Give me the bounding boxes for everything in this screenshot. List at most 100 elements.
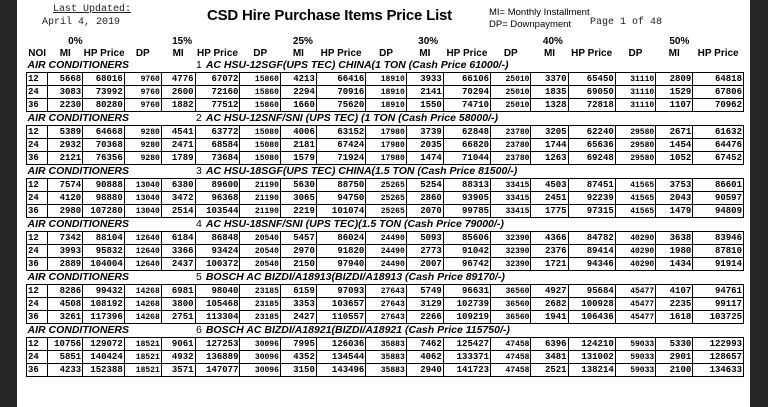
table-cell: 3366 (160, 244, 196, 258)
table-cell: 3993 (47, 244, 84, 258)
table-cell: 4120 (47, 191, 84, 205)
table-cell: 5630 (279, 178, 317, 192)
table-cell: 108192 (82, 297, 125, 311)
column-header: MI (59, 47, 71, 59)
table-cell: 23780 (490, 151, 532, 165)
table-cell: 25265 (365, 204, 407, 218)
table-cell: 2451 (530, 191, 569, 205)
item-category: AIR CONDITIONERS (27, 59, 130, 71)
table-cell: 30096 (239, 337, 281, 351)
table-cell: 1263 (530, 151, 569, 165)
table-cell: 24 (25, 138, 49, 152)
page-number: Page 1 of 48 (590, 17, 663, 28)
table-cell: 12 (25, 125, 49, 139)
table-cell: 136889 (194, 350, 241, 364)
table-cell: 96631 (442, 284, 492, 298)
table-cell: 9760 (123, 72, 162, 86)
table-cell: 33415 (490, 178, 532, 192)
table-cell: 9061 (160, 337, 196, 351)
table-cell: 2007 (405, 257, 444, 271)
table-row: 12 7342 88104 12640 6184 86848 20540 5457 86024 2… (25, 231, 744, 245)
table-cell: 3481 (530, 350, 569, 364)
table-cell: 101074 (315, 204, 367, 218)
table-cell: 6396 (530, 337, 569, 351)
table-cell: 2970 (279, 244, 317, 258)
table-cell: 24490 (365, 231, 407, 245)
table-cell: 12 (25, 178, 49, 192)
table-cell: 67806 (692, 85, 744, 99)
table-cell: 105468 (194, 297, 241, 311)
table-cell: 1980 (655, 244, 694, 258)
table-cell: 24 (25, 297, 49, 311)
table-cell: 1775 (530, 204, 569, 218)
table-cell: 74710 (442, 98, 492, 112)
table-cell: 15860 (239, 85, 281, 99)
column-header: MI (419, 47, 431, 59)
table-cell: 24 (25, 191, 49, 205)
table-cell: 86601 (692, 178, 744, 192)
table-cell: 14268 (123, 284, 162, 298)
table-cell: 25010 (490, 85, 532, 99)
table-cell: 94750 (315, 191, 367, 205)
item-category: AIR CONDITIONERS (27, 218, 130, 230)
table-cell: 31110 (614, 98, 657, 112)
table-cell: 6159 (279, 284, 317, 298)
table-cell: 2100 (655, 363, 694, 377)
table-cell: 100928 (567, 297, 616, 311)
table-cell: 23185 (239, 310, 281, 324)
table-cell: 93424 (194, 244, 241, 258)
table-cell: 3065 (279, 191, 317, 205)
legend-dp: DP= Downpayment (489, 19, 572, 30)
table-row: 12 5668 68016 9760 4776 67072 15860 4213 66416 18… (25, 72, 744, 86)
table-cell: 134544 (315, 350, 367, 364)
table-cell: 1434 (655, 257, 694, 271)
table-cell: 62848 (442, 125, 492, 139)
percent-header: 0% (68, 36, 83, 47)
table-cell: 1479 (655, 204, 694, 218)
table-cell: 96742 (442, 257, 492, 271)
table-cell: 4776 (160, 72, 196, 86)
table-row: 36 2121 76356 9280 1789 73684 15080 1579 71924 17… (25, 151, 744, 165)
table-row: 12 10756 129072 18521 9061 127253 30096 7995 126… (25, 337, 744, 351)
table-cell: 67072 (194, 72, 241, 86)
table-cell: 3150 (279, 363, 317, 377)
table-cell: 15080 (239, 151, 281, 165)
table-cell: 103725 (692, 310, 744, 324)
table-cell: 27643 (365, 310, 407, 324)
item-name: AC HSU-12SGF(UPS TEC) CHINA(1 TON (Cash … (205, 59, 509, 71)
table-cell: 1107 (655, 98, 694, 112)
table-cell: 20540 (239, 257, 281, 271)
table-cell: 45477 (614, 310, 657, 324)
table-cell: 70294 (442, 85, 492, 99)
table-cell: 103657 (315, 297, 367, 311)
table-row: 36 4233 152388 18521 3571 147077 30096 3150 1434… (25, 363, 744, 377)
item-header-row: AIR CONDITIONERS 2 AC HSU-12SNF/SNI (UPS T… (27, 112, 744, 126)
table-cell: 3753 (655, 178, 694, 192)
item-header-row: AIR CONDITIONERS 6 BOSCH AC BIZDI/A18921(B… (27, 324, 744, 338)
table-cell: 15080 (239, 138, 281, 152)
table-cell: 3933 (405, 72, 444, 86)
table-cell: 141723 (442, 363, 492, 377)
last-updated-date: April 4, 2019 (42, 17, 121, 28)
table-cell: 41565 (614, 178, 657, 192)
table-cell: 5668 (47, 72, 84, 86)
table-row: 12 7574 90888 13040 6380 89600 21190 5630 88750 2… (25, 178, 744, 192)
table-cell: 36 (25, 204, 49, 218)
table-cell: 41565 (614, 191, 657, 205)
table-cell: 17980 (365, 125, 407, 139)
table-cell: 94346 (567, 257, 616, 271)
table-row: 36 2889 104004 12640 2437 100372 20540 2150 9794… (25, 257, 744, 271)
table-cell: 47458 (490, 350, 532, 364)
table-cell: 125427 (442, 337, 492, 351)
table-cell: 140424 (82, 350, 125, 364)
table-cell: 66416 (315, 72, 367, 86)
table-cell: 95832 (82, 244, 125, 258)
table-cell: 5851 (47, 350, 84, 364)
column-header: MI (292, 47, 304, 59)
column-header: MI (543, 47, 556, 59)
table-cell: 93905 (442, 191, 492, 205)
table-cell: 131002 (567, 350, 616, 364)
table-cell: 24490 (365, 244, 407, 258)
table-row: 36 3261 117396 14268 2751 113304 23185 2427 1105… (25, 310, 744, 324)
table-cell: 24 (25, 350, 49, 364)
